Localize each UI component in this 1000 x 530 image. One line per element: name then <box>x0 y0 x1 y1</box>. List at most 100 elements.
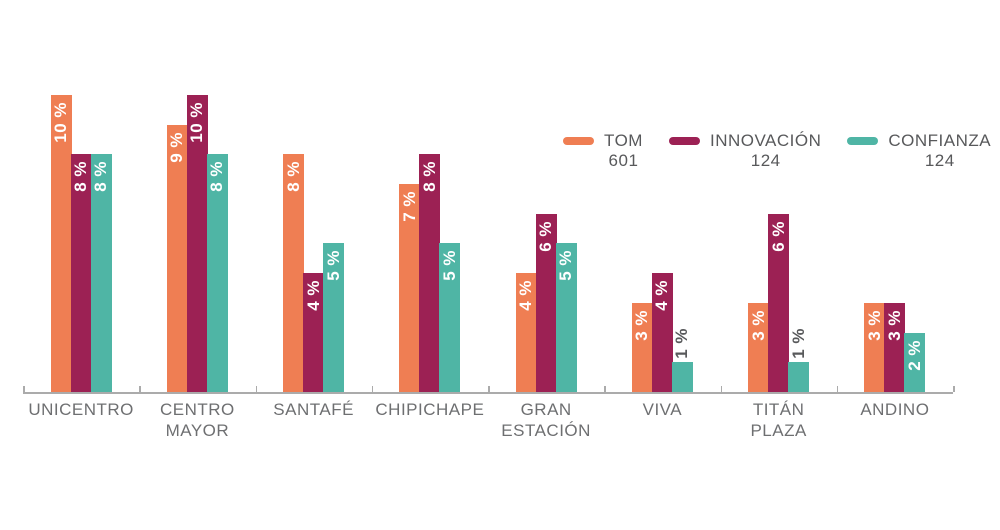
category-label-centro-mayor: CENTRO MAYOR <box>139 399 255 441</box>
bar-innovacion-unicentro: 8 % <box>70 154 92 392</box>
axis-tick <box>604 386 606 392</box>
category-group-gran-estacion: 4 % 6 % 5 % <box>488 0 604 392</box>
bar-tom-gran-estacion: 4 % <box>515 273 537 392</box>
category-label-line: PLAZA <box>750 421 807 440</box>
bar-confianza-gran-estacion: 5 % <box>555 243 577 392</box>
bar-value-label: 10 % <box>51 102 71 143</box>
bar-tom-titan-plaza: 3 % <box>748 303 770 392</box>
x-axis-line <box>23 392 953 394</box>
legend-item-confianza: CONFIANZA 124 <box>847 131 991 171</box>
bar-value-label: 8 % <box>71 161 91 192</box>
category-label-titan-plaza: TITÁN PLAZA <box>721 399 837 441</box>
bar-value-label: 2 % <box>904 340 924 371</box>
legend-texts: INNOVACIÓN 124 <box>710 131 821 171</box>
category-label-line: CENTRO <box>159 400 235 419</box>
plot-area: 10 % 8 % 8 % 9 % 10 % 8 % 8 % 4 % 5 % 7 % 8 % 5 % 4 … <box>23 0 953 392</box>
category-group-titan-plaza: 3 % 6 % 1 % <box>721 0 837 392</box>
category-label-line: UNICENTRO <box>28 400 134 419</box>
bar-value-label: 3 % <box>864 310 884 341</box>
bar-confianza-andino: 2 % <box>904 333 926 392</box>
bar-value-label: 6 % <box>768 221 788 252</box>
legend-swatch-tom <box>563 137 594 145</box>
axis-tick <box>23 386 25 392</box>
bar-tom-centro-mayor: 9 % <box>166 125 188 392</box>
category-label-line: GRAN <box>520 400 572 419</box>
category-labels: UNICENTRO CENTRO MAYOR SANTAFÉ CHIPICHAPE GRA… <box>23 399 953 441</box>
bar-value-label: 4 % <box>303 280 323 311</box>
bar-innovacion-gran-estacion: 6 % <box>535 214 557 392</box>
category-label-line: ANDINO <box>860 400 930 419</box>
legend-series-name: CONFIANZA <box>888 131 992 150</box>
bar-value-label: 1 % <box>672 328 692 359</box>
bar-value-label: 10 % <box>187 102 207 143</box>
bar-confianza-viva: 1 % <box>671 328 693 392</box>
bar-value-label: 1 % <box>788 328 808 359</box>
legend-series-count: 124 <box>924 151 955 170</box>
category-label-line: CHIPICHAPE <box>375 400 485 419</box>
category-group-chipichape: 7 % 8 % 5 % <box>372 0 488 392</box>
legend-series-count: 124 <box>750 151 781 170</box>
category-group-viva: 3 % 4 % 1 % <box>604 0 720 392</box>
bar-value-label: 5 % <box>556 250 576 281</box>
bar-innovacion-viva: 4 % <box>651 273 673 392</box>
bar-value-label: 8 % <box>283 161 303 192</box>
chart-legend: TOM 601 INNOVACIÓN 124 CONFIANZA 124 <box>563 131 991 171</box>
category-label-line: SANTAFÉ <box>273 400 354 419</box>
bar-confianza-centro-mayor: 8 % <box>206 154 228 392</box>
category-label-viva: VIVA <box>604 399 720 441</box>
bar-innovacion-andino: 3 % <box>884 303 906 392</box>
legend-series-name: TOM <box>604 131 643 150</box>
axis-tick <box>255 386 257 392</box>
bar-innovacion-chipichape: 8 % <box>419 154 441 392</box>
axis-tick <box>371 386 374 392</box>
bar-value-label: 8 % <box>419 161 439 192</box>
bar-value-label: 4 % <box>652 280 672 311</box>
bar-value-label: 3 % <box>884 310 904 341</box>
category-label-santafe: SANTAFÉ <box>256 399 372 441</box>
bar-confianza-titan-plaza: 1 % <box>788 328 810 392</box>
bar-value-label: 8 % <box>91 161 111 192</box>
category-group-andino: 3 % 3 % 2 % <box>837 0 953 392</box>
bar-innovacion-titan-plaza: 6 % <box>768 214 790 392</box>
bar-value-label: 9 % <box>167 132 187 163</box>
bar-tom-chipichape: 7 % <box>399 184 421 392</box>
bar-tom-andino: 3 % <box>864 303 886 392</box>
legend-swatch-innovacion <box>668 137 700 145</box>
axis-tick <box>488 386 490 392</box>
legend-item-innovacion: INNOVACIÓN 124 <box>668 131 821 171</box>
bar-tom-viva: 3 % <box>631 303 653 392</box>
bar-value-label: 6 % <box>536 221 556 252</box>
bar-value-label: 5 % <box>323 250 343 281</box>
bar-value-label: 8 % <box>207 161 227 192</box>
category-label-gran-estacion: GRAN ESTACIÓN <box>488 399 604 441</box>
bar-innovacion-santafe: 4 % <box>303 273 325 392</box>
legend-swatch-confianza <box>847 137 879 145</box>
bar-innovacion-centro-mayor: 10 % <box>186 95 208 392</box>
bar-confianza-chipichape: 5 % <box>439 243 461 392</box>
bar-tom-santafe: 8 % <box>283 154 305 392</box>
legend-item-tom: TOM 601 <box>563 131 643 171</box>
bar-value-label: 7 % <box>399 191 419 222</box>
category-label-unicentro: UNICENTRO <box>23 399 139 441</box>
category-label-line: TITÁN <box>752 400 805 419</box>
axis-tick <box>953 386 955 392</box>
bar-value-label: 4 % <box>516 280 536 311</box>
bar-confianza-santafe: 5 % <box>323 243 345 392</box>
bar-value-label: 5 % <box>439 250 459 281</box>
category-label-chipichape: CHIPICHAPE <box>372 399 488 441</box>
legend-texts: CONFIANZA 124 <box>888 131 991 171</box>
bar-confianza-unicentro: 8 % <box>90 154 112 392</box>
category-group-santafe: 8 % 4 % 5 % <box>256 0 372 392</box>
axis-tick <box>720 386 722 392</box>
category-group-unicentro: 10 % 8 % 8 % <box>23 0 139 392</box>
axis-tick <box>836 386 839 392</box>
category-label-andino: ANDINO <box>837 399 953 441</box>
bar-value-label: 3 % <box>632 310 652 341</box>
bar-tom-unicentro: 10 % <box>50 95 72 392</box>
category-group-centro-mayor: 9 % 10 % 8 % <box>139 0 255 392</box>
category-label-line: ESTACIÓN <box>501 421 591 440</box>
axis-tick <box>139 386 141 392</box>
legend-texts: TOM 601 <box>604 131 643 171</box>
bar-value-label: 3 % <box>748 310 768 341</box>
